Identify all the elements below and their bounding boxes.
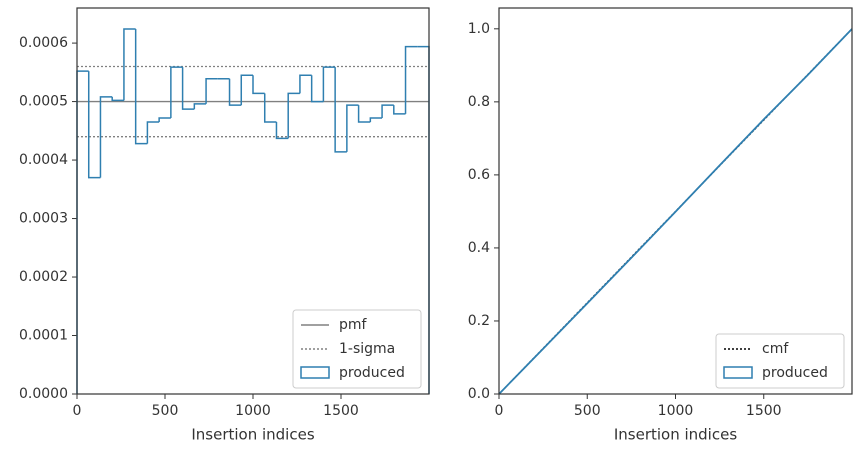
legend-swatch <box>723 366 753 379</box>
x-tick-label: 1000 <box>235 403 271 419</box>
y-tick-label: 1.0 <box>468 21 490 37</box>
plot-frame <box>76 7 430 395</box>
hist-step <box>334 67 347 153</box>
x-axis-label: Insertion indices <box>191 426 314 444</box>
hist-step <box>240 74 253 106</box>
hist-step <box>275 122 289 140</box>
y-tick-label: 0.0004 <box>19 152 68 168</box>
x-tick-label: 1000 <box>658 403 694 419</box>
y-tick-label: 0.4 <box>468 240 490 256</box>
hist-step <box>252 75 265 95</box>
y-tick-label: 0.0001 <box>19 328 68 344</box>
hist-step <box>381 104 394 118</box>
plot-frame <box>498 7 853 395</box>
legend-label: cmf <box>762 341 789 357</box>
legend-box <box>715 333 845 389</box>
hist-step <box>111 96 124 102</box>
hist-step <box>76 70 89 394</box>
y-tick-label: 0.0003 <box>19 211 68 227</box>
hist-step <box>263 93 277 123</box>
hist-step <box>357 105 371 123</box>
series-line <box>498 28 853 395</box>
hist-step <box>99 96 113 178</box>
y-tick-label: 0.8 <box>468 94 490 110</box>
hist-step <box>146 121 160 144</box>
x-tick-label: 500 <box>574 403 601 419</box>
hist-step <box>181 67 195 110</box>
hist-step <box>404 45 418 114</box>
legend-label: produced <box>339 365 405 381</box>
hist-step <box>193 103 207 110</box>
hist-step <box>158 117 171 123</box>
y-tick-label: 0.2 <box>468 313 490 329</box>
hist-step <box>205 78 218 104</box>
hist-step <box>170 66 183 118</box>
y-tick-label: 0.0000 <box>19 386 68 402</box>
y-tick-label: 0.0002 <box>19 269 68 285</box>
x-tick-label: 0 <box>73 403 82 419</box>
hist-step <box>369 117 383 123</box>
hist-step <box>134 29 148 145</box>
hist-step <box>228 78 242 106</box>
y-tick-label: 0.0005 <box>19 94 68 110</box>
legend-label: pmf <box>339 317 368 333</box>
x-tick-label: 1500 <box>323 403 359 419</box>
hist-step <box>346 104 359 152</box>
hist-step <box>299 74 312 94</box>
hist-step <box>322 66 336 102</box>
legend-box <box>292 309 422 389</box>
x-axis-label: Insertion indices <box>614 426 737 444</box>
x-tick-label: 1500 <box>746 403 782 419</box>
legend-label: produced <box>762 365 828 381</box>
hist-step <box>123 28 136 101</box>
legend-swatch <box>300 366 330 379</box>
hist-step <box>310 75 324 103</box>
y-tick-label: 0.0006 <box>19 35 68 51</box>
hist-step <box>287 92 300 139</box>
hist-step <box>393 105 406 115</box>
y-tick-label: 0.0 <box>468 386 490 402</box>
x-tick-label: 500 <box>152 403 179 419</box>
y-tick-label: 0.6 <box>468 167 490 183</box>
legend-label: 1-sigma <box>339 341 395 357</box>
hist-step <box>87 71 101 179</box>
x-tick-label: 0 <box>495 403 504 419</box>
